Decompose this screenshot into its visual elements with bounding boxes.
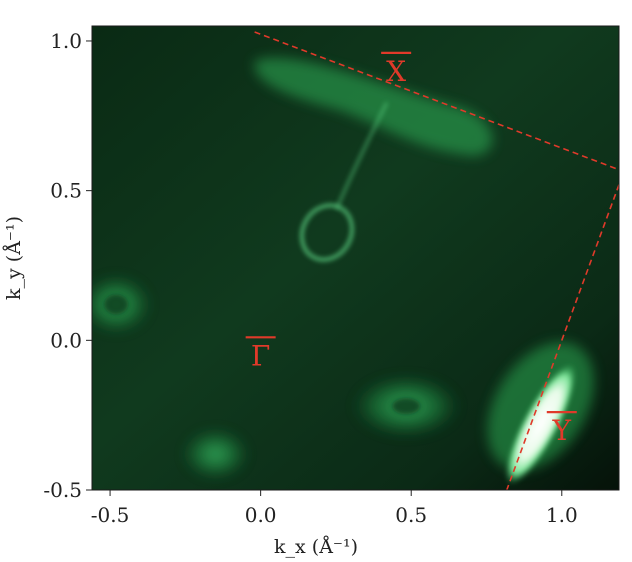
x-axis: -0.5 0.0 0.5 1.0: [91, 490, 578, 527]
y-axis-label: k_y (Å⁻¹): [3, 216, 25, 300]
symmetry-point-X: X: [386, 55, 406, 88]
left-pocket-core: [104, 294, 129, 315]
plot-frame: [91, 25, 620, 491]
y-tick-label: 0.5: [50, 179, 82, 203]
x-tick-label: 1.0: [546, 503, 578, 527]
y-axis: -0.5 0.0 0.5 1.0: [43, 29, 92, 502]
teardrop-tail-feature: [335, 101, 389, 210]
x-tick-label: -0.5: [91, 503, 130, 527]
lower-center-pocket-core: [392, 398, 421, 415]
Y-boundary-line: [505, 184, 619, 490]
X-boundary-line: [254, 31, 619, 171]
upper-band-feature: [254, 57, 493, 156]
bright-lobe-feature: [505, 363, 577, 485]
y-tick-label: -0.5: [43, 478, 82, 502]
x-tick-label: 0.0: [245, 503, 277, 527]
symmetry-point-Y: Y: [552, 414, 572, 447]
y-tick-label: 1.0: [50, 29, 82, 53]
plot-area: [92, 26, 619, 490]
symmetry-point-Γ: Γ: [251, 339, 270, 372]
x-axis-label: k_x (Å⁻¹): [274, 536, 358, 558]
lower-left-pocket-feature: [181, 428, 250, 481]
y-tick-label: 0.0: [50, 328, 82, 352]
x-tick-label: 0.5: [395, 503, 427, 527]
symmetry-point-labels: Γ X Y: [245, 51, 577, 447]
teardrop-pocket-feature: [299, 203, 354, 262]
